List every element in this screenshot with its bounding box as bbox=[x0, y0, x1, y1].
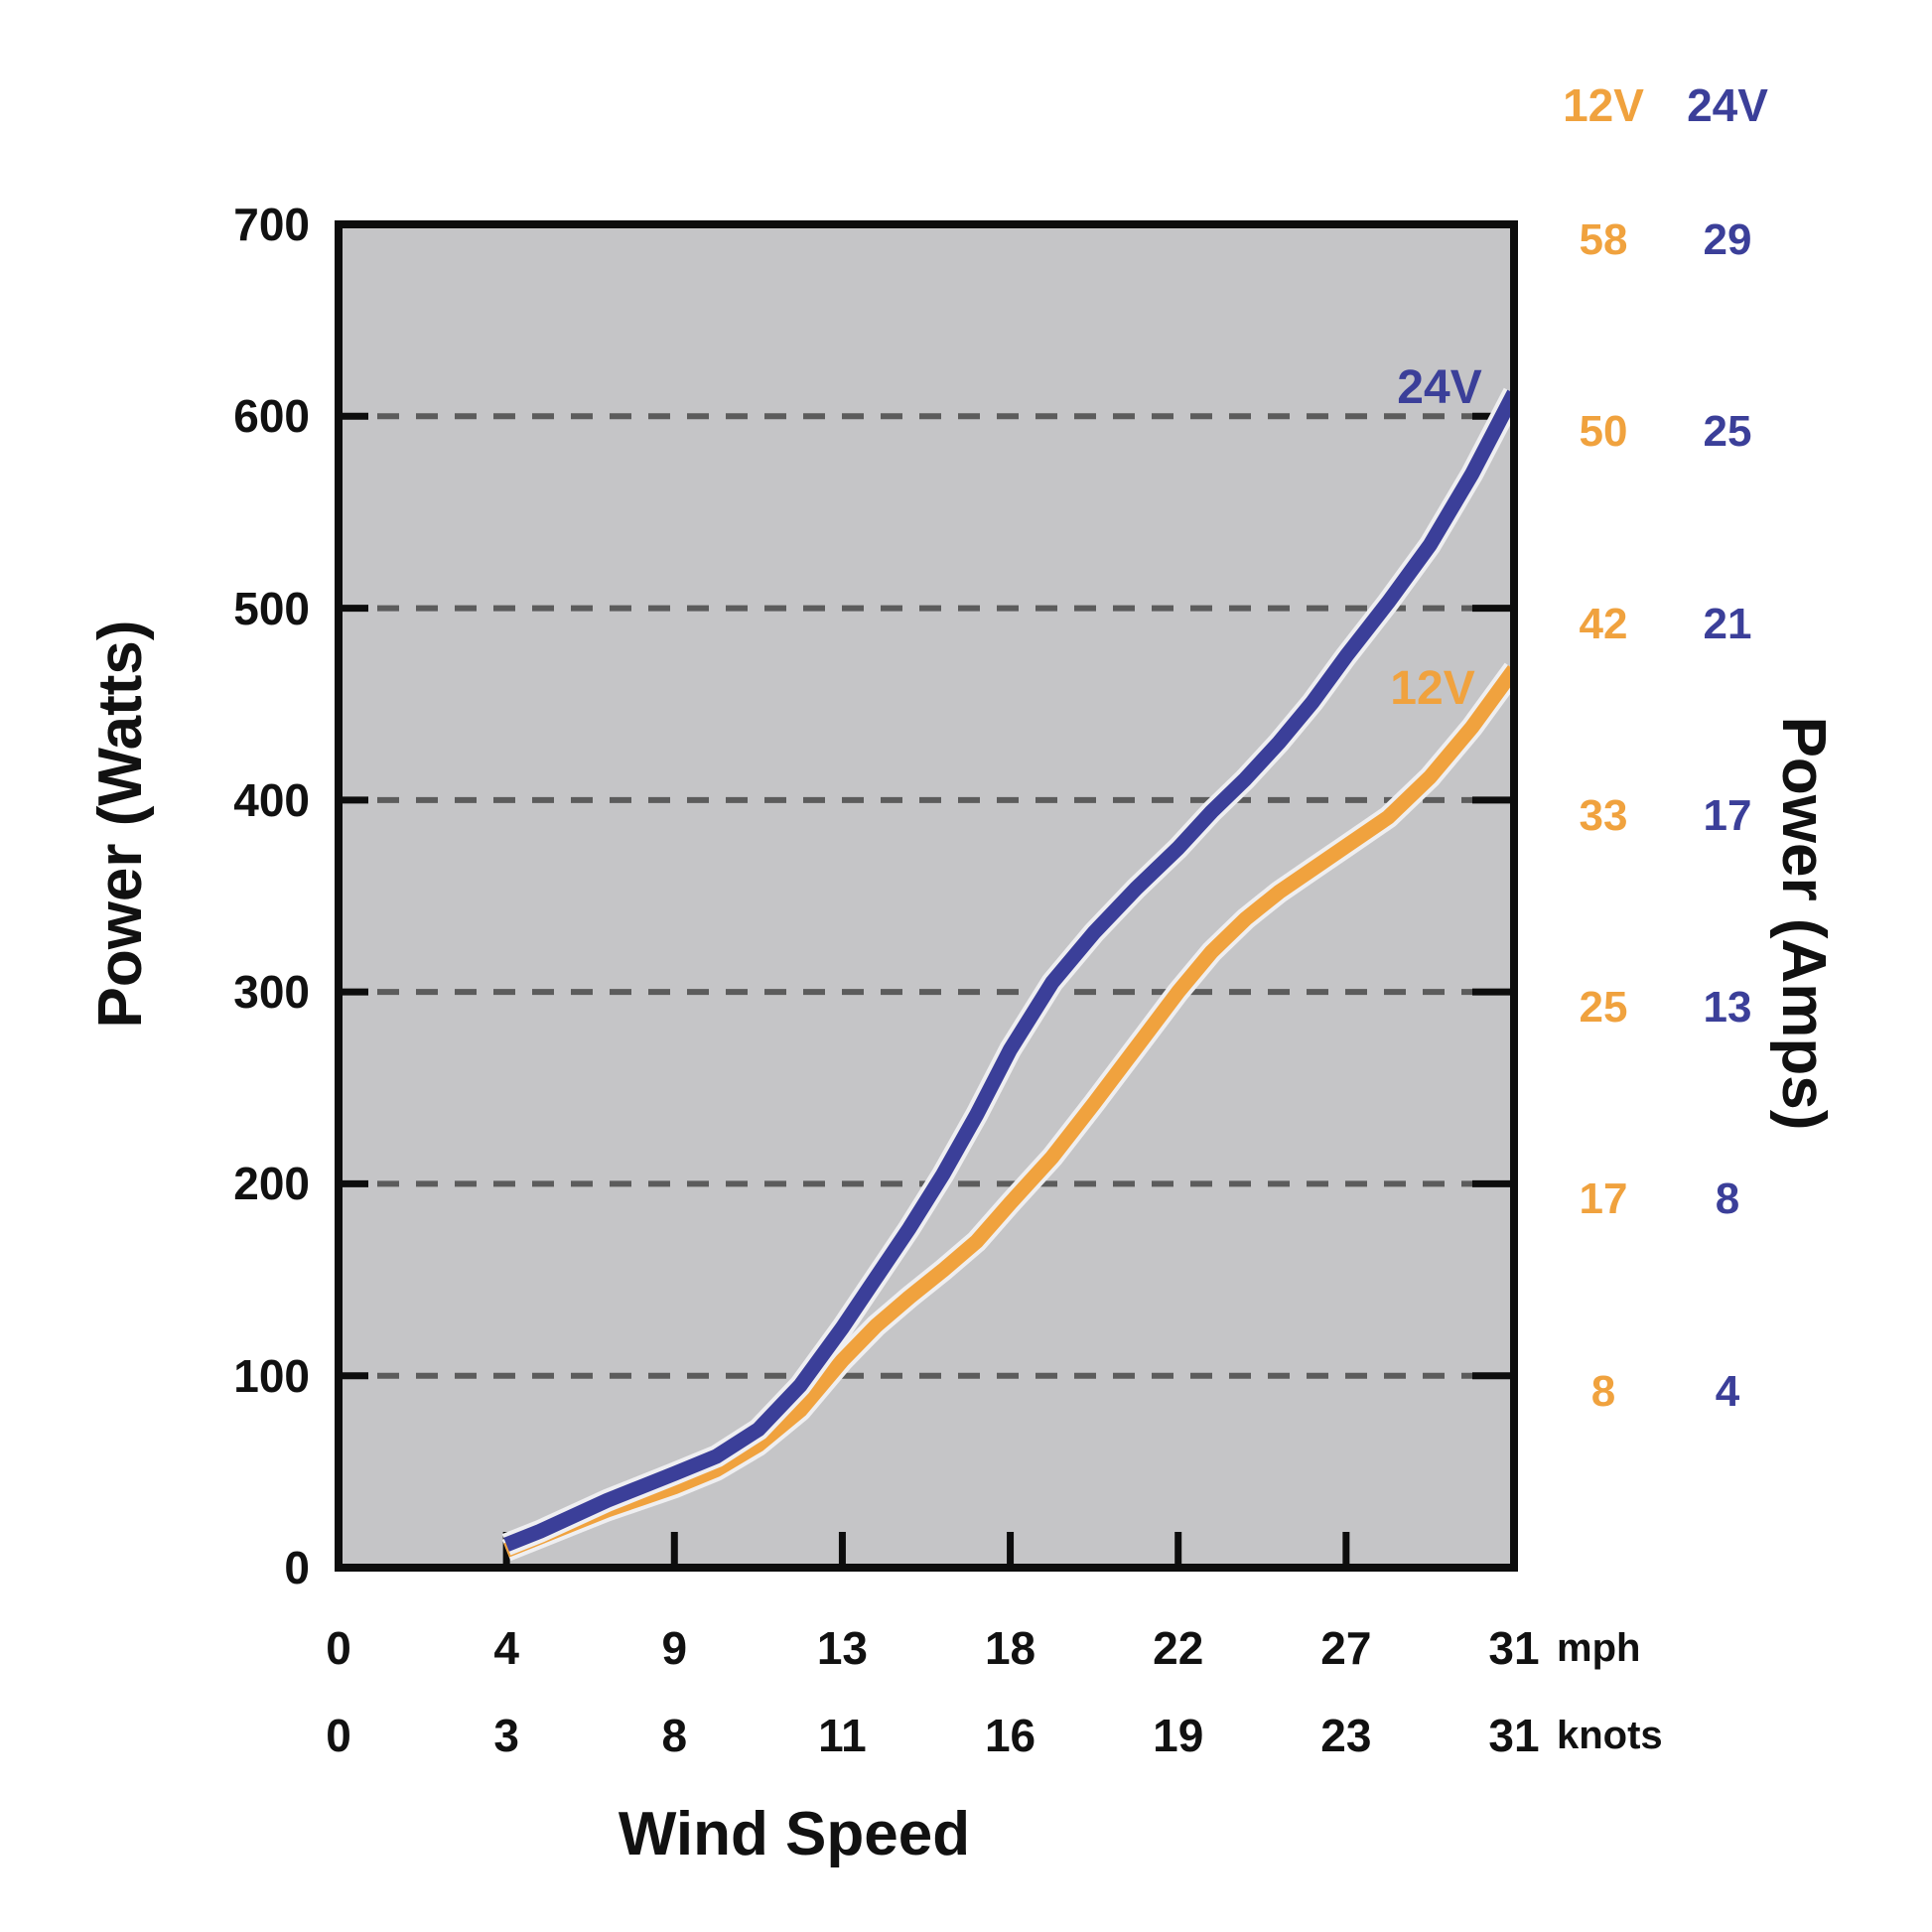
x-mph-label-18: 18 bbox=[984, 1622, 1036, 1674]
amps-24v-500w: 21 bbox=[1703, 599, 1752, 648]
y-tick-label-100: 100 bbox=[233, 1349, 310, 1402]
x-mph-label-0: 0 bbox=[326, 1622, 351, 1674]
amps-12v-300w: 25 bbox=[1579, 983, 1628, 1033]
x-knots-label-16: 16 bbox=[984, 1710, 1036, 1761]
x-knots-label-19: 19 bbox=[1153, 1710, 1204, 1761]
x-mph-label-13: 13 bbox=[816, 1622, 869, 1674]
y-tick-label-400: 400 bbox=[233, 773, 310, 826]
amps-24v-100w: 4 bbox=[1715, 1366, 1740, 1416]
x-mph-label-22: 22 bbox=[1153, 1622, 1204, 1674]
x-knots-label-8: 8 bbox=[661, 1710, 688, 1761]
y-tick-label-600: 600 bbox=[233, 390, 310, 443]
amps-12v-400w: 33 bbox=[1579, 790, 1628, 840]
x-mph-label-4: 4 bbox=[493, 1622, 519, 1674]
curve-label-24v: 24V bbox=[1397, 361, 1482, 414]
amps-column-header-24v: 24V bbox=[1687, 79, 1768, 131]
y-tick-label-300: 300 bbox=[233, 966, 310, 1019]
amps-12v-600w: 50 bbox=[1579, 407, 1628, 457]
x-mph-label-9: 9 bbox=[661, 1622, 688, 1674]
amps-24v-600w: 25 bbox=[1703, 407, 1752, 457]
x-knots-label-31: 31 bbox=[1488, 1710, 1540, 1761]
amps-12v-200w: 17 bbox=[1579, 1174, 1628, 1224]
x-axis-title: Wind Speed bbox=[618, 1800, 971, 1868]
x-knots-label-3: 3 bbox=[493, 1710, 519, 1761]
x-knots-label-23: 23 bbox=[1320, 1710, 1372, 1761]
mph-unit-label: mph bbox=[1557, 1626, 1641, 1670]
y-tick-label-500: 500 bbox=[233, 582, 310, 634]
curve-label-12v: 12V bbox=[1390, 662, 1475, 715]
y-tick-label-200: 200 bbox=[233, 1158, 310, 1210]
curve-12V bbox=[503, 664, 1514, 1558]
amps-24v-700w: 29 bbox=[1703, 215, 1752, 264]
x-mph-label-31: 31 bbox=[1488, 1622, 1540, 1674]
amps-12v-100w: 8 bbox=[1590, 1366, 1616, 1416]
amps-column-header-12v: 12V bbox=[1563, 79, 1644, 131]
plot-border bbox=[335, 220, 1518, 1572]
amps-24v-200w: 8 bbox=[1715, 1174, 1740, 1224]
y-tick-label-700: 700 bbox=[233, 199, 310, 250]
right-axis-title: Power (Amps) bbox=[1769, 716, 1838, 1131]
amps-12v-500w: 42 bbox=[1579, 599, 1628, 648]
amps-24v-400w: 17 bbox=[1703, 790, 1752, 840]
plot-area-background bbox=[339, 224, 1514, 1568]
knots-unit-label: knots bbox=[1557, 1714, 1663, 1757]
x-mph-label-27: 27 bbox=[1320, 1622, 1372, 1674]
left-axis-title: Power (Watts) bbox=[86, 620, 155, 1029]
x-knots-label-0: 0 bbox=[326, 1710, 351, 1761]
amps-12v-700w: 58 bbox=[1579, 215, 1628, 264]
amps-24v-300w: 13 bbox=[1703, 983, 1752, 1033]
x-knots-label-11: 11 bbox=[818, 1710, 867, 1761]
y-tick-label-0: 0 bbox=[284, 1542, 310, 1593]
curve-24V bbox=[503, 389, 1514, 1552]
